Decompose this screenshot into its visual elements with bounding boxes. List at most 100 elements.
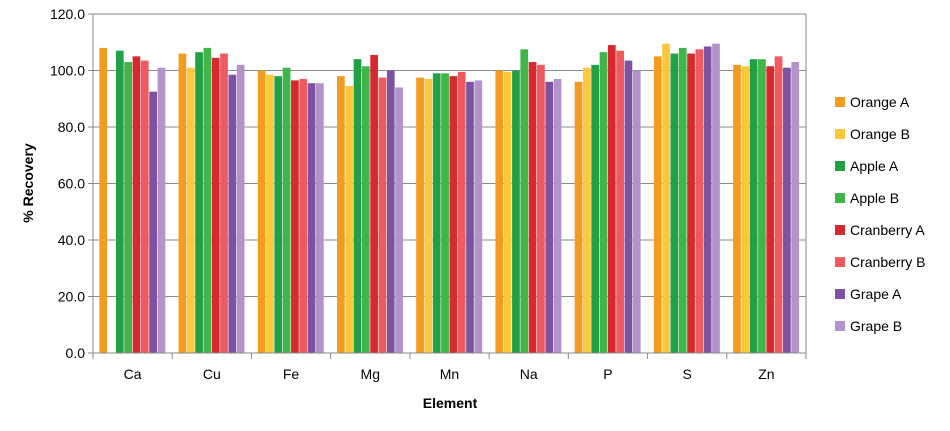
y-tick-label: 120.0: [50, 6, 85, 22]
bar: [370, 54, 378, 354]
bar: [766, 66, 775, 353]
x-tick-label: Mg: [361, 366, 380, 382]
bar: [703, 46, 712, 354]
x-tick-label: Na: [520, 366, 538, 382]
bar: [670, 53, 679, 354]
bars: [99, 43, 800, 354]
bar: [512, 70, 520, 353]
bar: [758, 59, 766, 353]
bar: [545, 81, 554, 354]
bar: [115, 50, 124, 353]
bar: [282, 67, 291, 354]
bar: [236, 64, 245, 353]
bar: [195, 52, 203, 353]
bar: [466, 81, 474, 354]
bar: [599, 52, 608, 353]
y-tick-label: 100.0: [50, 63, 85, 79]
bar: [274, 76, 283, 354]
bar: [474, 80, 483, 353]
bar: [749, 59, 758, 353]
legend-label: Apple B: [850, 190, 899, 206]
bar: [186, 67, 195, 354]
bar: [140, 60, 149, 354]
bar: [299, 78, 308, 353]
bar: [662, 43, 670, 353]
bar: [395, 87, 403, 353]
bar: [528, 62, 537, 353]
bar: [353, 59, 362, 353]
bar: [712, 43, 720, 353]
legend-label: Orange A: [850, 94, 910, 110]
legend-swatch: [835, 129, 845, 139]
x-axis-title: Element: [423, 395, 478, 411]
legend-swatch: [835, 161, 845, 171]
legend-swatch: [835, 225, 845, 235]
bar: [449, 76, 458, 354]
bar: [386, 70, 395, 353]
bar: [157, 67, 166, 354]
bar: [424, 78, 433, 353]
x-tick-label: Ca: [124, 366, 142, 382]
bar: [99, 47, 108, 354]
bar: [291, 80, 299, 353]
bar: [495, 70, 504, 353]
bar: [307, 83, 316, 354]
legend: Orange A Orange B Apple A Apple B Cranberry …: [835, 94, 925, 334]
bar: [632, 70, 641, 353]
bar: [695, 49, 704, 354]
legend-swatch: [835, 97, 845, 107]
legend-swatch: [835, 289, 845, 299]
bar: [149, 91, 157, 353]
bar: [774, 56, 783, 354]
bar: [591, 64, 600, 353]
axes: 0.0 20.0 40.0 60.0 80.0 100.0 120.0 Ca Cu Fe Mg Mn N…: [50, 6, 807, 382]
legend-swatch: [835, 321, 845, 331]
legend-label: Cranberry A: [850, 222, 925, 238]
bar: [687, 53, 695, 354]
bar: [653, 56, 662, 354]
bar: [178, 53, 187, 354]
bar: [537, 64, 545, 353]
bar: [503, 71, 512, 353]
bar: [132, 56, 141, 354]
bar: [432, 73, 441, 353]
legend-swatch: [835, 257, 845, 267]
bar: [678, 47, 687, 354]
bar: [441, 73, 449, 353]
bar: [520, 49, 529, 354]
x-tick-label: Zn: [758, 366, 774, 382]
x-tick-label: Mn: [440, 366, 459, 382]
bar: [124, 62, 133, 353]
y-tick-label: 20.0: [58, 289, 85, 305]
bar: [228, 74, 237, 354]
legend-label: Grape A: [850, 286, 902, 302]
x-tick-label: S: [682, 366, 691, 382]
bar: [378, 77, 387, 353]
bar: [345, 86, 354, 353]
bar: [624, 60, 633, 354]
bar: [574, 81, 583, 354]
bar: [783, 67, 791, 354]
legend-label: Cranberry B: [850, 254, 925, 270]
bar: [220, 53, 228, 354]
x-tick-label: Fe: [283, 366, 300, 382]
legend-label: Grape B: [850, 318, 902, 334]
bar: [582, 67, 591, 354]
bar: [257, 70, 266, 353]
bar: [337, 76, 345, 354]
x-tick-label: P: [603, 366, 612, 382]
bar: [741, 66, 750, 353]
bar: [553, 78, 562, 353]
y-tick-label: 80.0: [58, 119, 85, 135]
bar: [361, 66, 370, 353]
bar: [211, 57, 220, 353]
y-tick-label: 0.0: [66, 345, 86, 361]
y-axis-title: % Recovery: [20, 143, 36, 223]
bar: [791, 62, 800, 353]
y-tick-label: 40.0: [58, 232, 85, 248]
bar: [316, 83, 324, 354]
legend-swatch: [835, 193, 845, 203]
bar: [203, 47, 212, 354]
bar: [733, 64, 741, 353]
